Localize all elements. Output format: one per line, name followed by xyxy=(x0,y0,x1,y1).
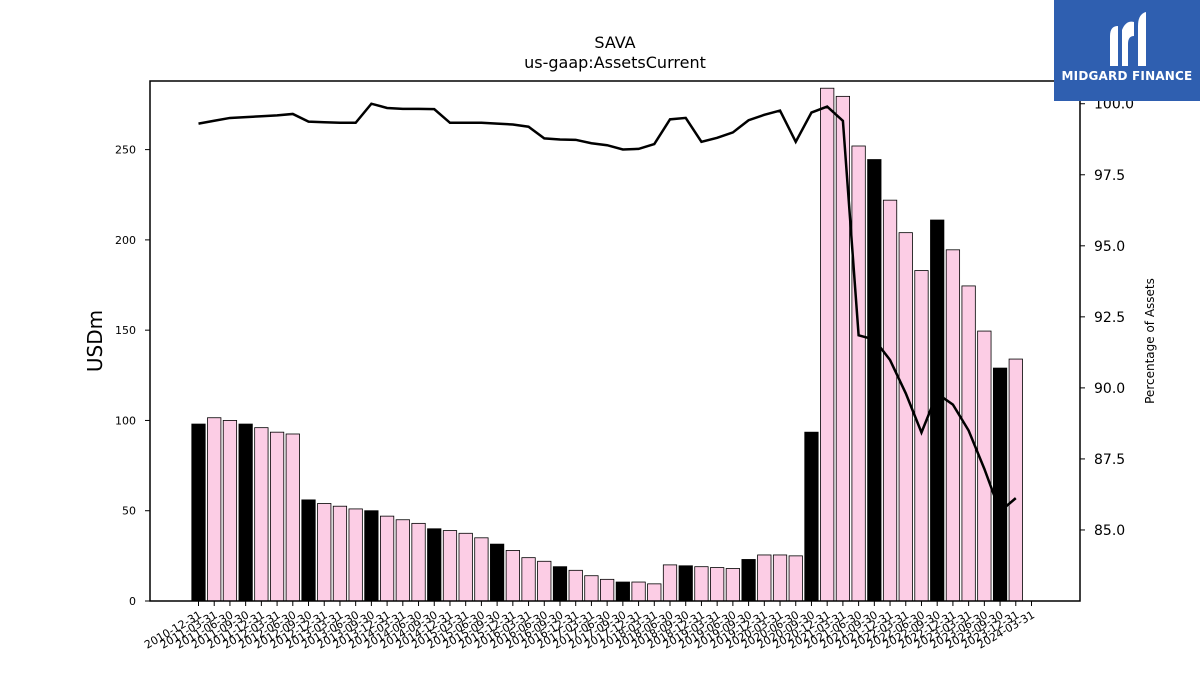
bar-2014-03-31 xyxy=(395,519,410,602)
y2-tick-label: 95.0 xyxy=(1094,239,1125,255)
bar-2016-12-31 xyxy=(568,569,583,602)
bar-2020-09-30 xyxy=(804,431,819,602)
chart-title: SAVA xyxy=(594,33,635,52)
bar-2021-06-30 xyxy=(851,145,866,602)
bar-2021-12-31 xyxy=(882,199,898,602)
bar-2011-06-30 xyxy=(222,420,238,602)
y-tick-label: 50 xyxy=(122,505,136,518)
bar-2019-09-30 xyxy=(741,559,756,602)
bar-2011-03-31 xyxy=(207,417,222,602)
bar-2016-09-30 xyxy=(552,566,568,602)
bar-series xyxy=(191,87,1023,602)
bar-2019-06-30 xyxy=(725,568,740,602)
bar-2017-06-30 xyxy=(600,578,615,602)
bar-2019-12-31 xyxy=(757,554,772,602)
bar-2013-03-31 xyxy=(332,505,348,602)
y2-tick-label: 87.5 xyxy=(1094,452,1125,468)
bar-2017-09-30 xyxy=(615,581,630,602)
bar-2021-09-30 xyxy=(867,159,882,602)
bar-2019-03-31 xyxy=(710,567,725,602)
y-tick-label: 250 xyxy=(115,144,136,157)
y-tick-label: 150 xyxy=(115,324,136,337)
logo-text: MIDGARD FINANCE xyxy=(1061,69,1193,83)
bar-2012-03-31 xyxy=(269,431,285,602)
bar-2017-12-31 xyxy=(631,581,646,602)
bar-2012-12-31 xyxy=(317,503,332,602)
bar-2018-06-30 xyxy=(662,564,678,602)
y-tick-label: 100 xyxy=(115,414,136,427)
bar-2013-06-30 xyxy=(348,508,363,602)
bar-2020-06-30 xyxy=(788,555,803,602)
bar-2015-12-31 xyxy=(505,550,520,602)
midgard-logo-icon xyxy=(1110,12,1146,66)
bar-2023-12-31 xyxy=(1008,358,1023,602)
bar-2013-09-30 xyxy=(364,510,379,602)
bar-2018-03-31 xyxy=(647,583,662,602)
bar-2015-03-31 xyxy=(458,532,473,602)
bar-2014-06-30 xyxy=(411,522,426,602)
bar-2010-12-31 xyxy=(191,423,206,602)
bar-2022-09-30 xyxy=(930,219,945,602)
bar-2020-12-31 xyxy=(820,87,835,602)
bar-2015-09-30 xyxy=(490,543,505,602)
y-tick-label: 0 xyxy=(129,595,136,608)
y-axis-label-left: USDm xyxy=(83,310,107,372)
bar-2012-09-30 xyxy=(301,499,316,602)
bar-2018-09-30 xyxy=(678,565,693,602)
bar-2022-03-31 xyxy=(898,232,913,602)
y2-tick-label: 90.0 xyxy=(1094,381,1125,397)
y2-tick-label: 92.5 xyxy=(1094,310,1125,326)
bar-2016-03-31 xyxy=(521,557,536,602)
bar-2016-06-30 xyxy=(537,560,552,602)
y2-tick-label: 85.0 xyxy=(1094,523,1125,539)
bar-2014-12-31 xyxy=(442,530,458,602)
bar-2020-03-31 xyxy=(772,554,788,602)
x-axis: 2010-12-312011-03-312011-06-302011-09-30… xyxy=(142,601,1037,652)
bar-2023-09-30 xyxy=(992,367,1008,602)
y-tick-label: 200 xyxy=(115,234,136,247)
y-axis-label-right: Percentage of Assets xyxy=(1143,278,1157,404)
brand-logo: MIDGARD FINANCE xyxy=(1054,0,1200,101)
y-axis-left: 0 50 100 150 200 250 xyxy=(115,144,150,608)
bar-2013-12-31 xyxy=(379,515,395,602)
bar-2015-06-30 xyxy=(474,537,489,602)
bar-2012-06-30 xyxy=(285,433,300,602)
bar-2018-12-31 xyxy=(694,566,709,602)
percentage-line xyxy=(198,102,1017,514)
bar-2017-03-31 xyxy=(584,575,599,602)
bar-2022-12-31 xyxy=(945,249,961,602)
line-series xyxy=(198,102,1017,514)
plot-frame xyxy=(149,80,1081,602)
y2-tick-label: 97.5 xyxy=(1094,168,1125,184)
chart-subtitle: us-gaap:AssetsCurrent xyxy=(524,53,706,72)
bar-2011-12-31 xyxy=(254,427,269,602)
bar-2011-09-30 xyxy=(238,423,253,602)
bar-2014-09-30 xyxy=(427,528,442,602)
